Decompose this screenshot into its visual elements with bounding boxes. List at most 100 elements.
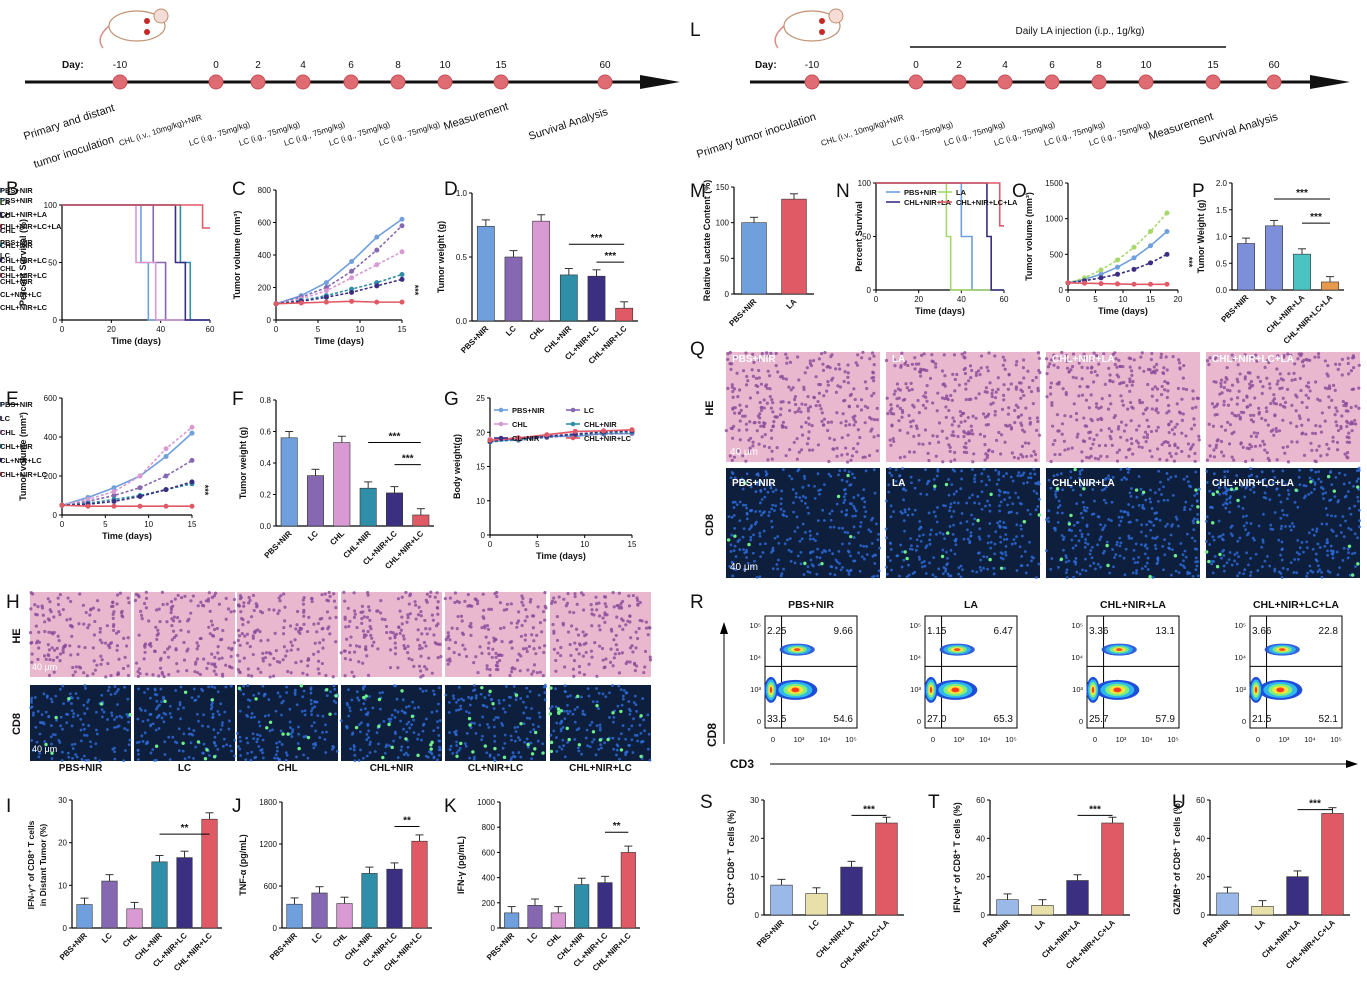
cell-nucleus xyxy=(597,707,600,710)
cell-nucleus xyxy=(437,734,441,737)
cd8-positive-cell xyxy=(944,482,949,487)
cell-nucleus xyxy=(1151,575,1155,579)
cell-nucleus xyxy=(1226,403,1231,407)
cell-nucleus xyxy=(66,596,70,600)
cell-nucleus xyxy=(389,717,393,721)
cell-nucleus xyxy=(1249,413,1253,417)
cell-nucleus xyxy=(1061,488,1064,492)
bar xyxy=(411,840,428,929)
cell-nucleus xyxy=(647,626,651,630)
cell-nucleus xyxy=(160,670,164,675)
cell-nucleus xyxy=(283,605,287,609)
y-tick-label: 1000 xyxy=(1045,215,1063,224)
cell-nucleus xyxy=(758,531,762,535)
cell-nucleus xyxy=(149,712,153,716)
cell-nucleus xyxy=(246,667,250,671)
cell-nucleus xyxy=(144,596,149,600)
cd8-positive-cell xyxy=(377,697,382,702)
cell-nucleus xyxy=(1020,564,1024,568)
cell-nucleus xyxy=(823,483,826,487)
cell-nucleus xyxy=(1335,423,1339,428)
cell-nucleus xyxy=(970,368,974,373)
cell-nucleus xyxy=(138,672,142,676)
cell-nucleus xyxy=(1213,413,1217,417)
cell-nucleus xyxy=(899,510,903,514)
y-axis-label: TNF-α (pg/mL) xyxy=(238,834,248,896)
cell-nucleus xyxy=(1333,514,1337,518)
cell-nucleus xyxy=(113,692,117,696)
group-label: LA xyxy=(892,478,905,489)
cell-nucleus xyxy=(997,493,1001,497)
cell-nucleus xyxy=(224,617,228,621)
cell-nucleus xyxy=(189,611,193,615)
cd8-positive-cell xyxy=(1105,543,1109,548)
cell-nucleus xyxy=(779,497,783,501)
cell-nucleus xyxy=(980,490,984,494)
cell-nucleus xyxy=(828,525,832,529)
cd8-positive-cell xyxy=(265,726,269,730)
cell-nucleus xyxy=(1033,472,1037,476)
x-tick-label: 40 xyxy=(957,295,966,304)
cell-nucleus xyxy=(872,435,876,439)
cell-nucleus xyxy=(379,611,383,615)
cell-nucleus xyxy=(907,413,911,418)
cell-nucleus xyxy=(585,728,589,732)
x-tick-label: 0 xyxy=(60,520,65,529)
cell-nucleus xyxy=(1063,414,1067,418)
cell-nucleus xyxy=(54,694,58,698)
cell-nucleus xyxy=(205,666,209,670)
cell-nucleus xyxy=(1150,394,1154,398)
cell-nucleus xyxy=(774,363,778,368)
cell-nucleus xyxy=(964,441,968,445)
cell-nucleus xyxy=(523,638,527,642)
cell-nucleus xyxy=(733,355,737,360)
cell-nucleus xyxy=(1004,490,1007,494)
cell-nucleus xyxy=(185,669,189,673)
cell-nucleus xyxy=(285,649,289,653)
timepoint-dot xyxy=(295,74,311,90)
cell-nucleus xyxy=(643,729,647,733)
cell-nucleus xyxy=(518,669,522,673)
cell-nucleus xyxy=(155,699,159,703)
cell-nucleus xyxy=(597,747,601,751)
cell-nucleus xyxy=(1117,523,1121,527)
cell-nucleus xyxy=(171,604,175,608)
cd8-positive-cell xyxy=(1067,522,1072,526)
cell-nucleus xyxy=(1281,418,1285,422)
cell-nucleus xyxy=(799,448,804,452)
cell-nucleus xyxy=(993,409,997,414)
cd8-positive-cell xyxy=(459,741,463,746)
cell-nucleus xyxy=(537,693,541,697)
cell-nucleus xyxy=(1103,549,1106,553)
series-line xyxy=(61,481,193,507)
cell-nucleus xyxy=(497,658,502,663)
cell-nucleus xyxy=(51,733,55,736)
cell-nucleus xyxy=(734,568,738,571)
cell-nucleus xyxy=(166,647,170,651)
cell-nucleus xyxy=(30,660,34,664)
cell-nucleus xyxy=(1259,479,1263,483)
cell-nucleus xyxy=(170,617,174,621)
cell-nucleus xyxy=(1075,502,1079,506)
cell-nucleus xyxy=(724,428,728,433)
cell-nucleus xyxy=(1155,535,1159,539)
y-axis-label: IFN-γ⁺ of CD8⁺ T cells xyxy=(26,820,36,909)
group-label: CHL+NIR xyxy=(370,763,414,774)
cell-nucleus xyxy=(895,382,900,386)
cell-nucleus xyxy=(356,696,359,700)
cell-nucleus xyxy=(462,699,466,702)
cell-nucleus xyxy=(115,648,119,652)
data-point xyxy=(1098,271,1104,277)
cell-nucleus xyxy=(1279,500,1283,504)
cell-nucleus xyxy=(818,492,821,496)
cell-nucleus xyxy=(729,550,733,553)
cell-nucleus xyxy=(613,652,617,656)
cell-nucleus xyxy=(1084,538,1087,541)
cell-nucleus xyxy=(422,722,426,726)
cell-nucleus xyxy=(58,652,63,656)
cell-nucleus xyxy=(267,713,271,717)
cell-nucleus xyxy=(1251,383,1255,388)
cell-nucleus xyxy=(927,479,931,483)
cell-nucleus xyxy=(1080,535,1084,539)
cell-nucleus xyxy=(628,620,632,624)
